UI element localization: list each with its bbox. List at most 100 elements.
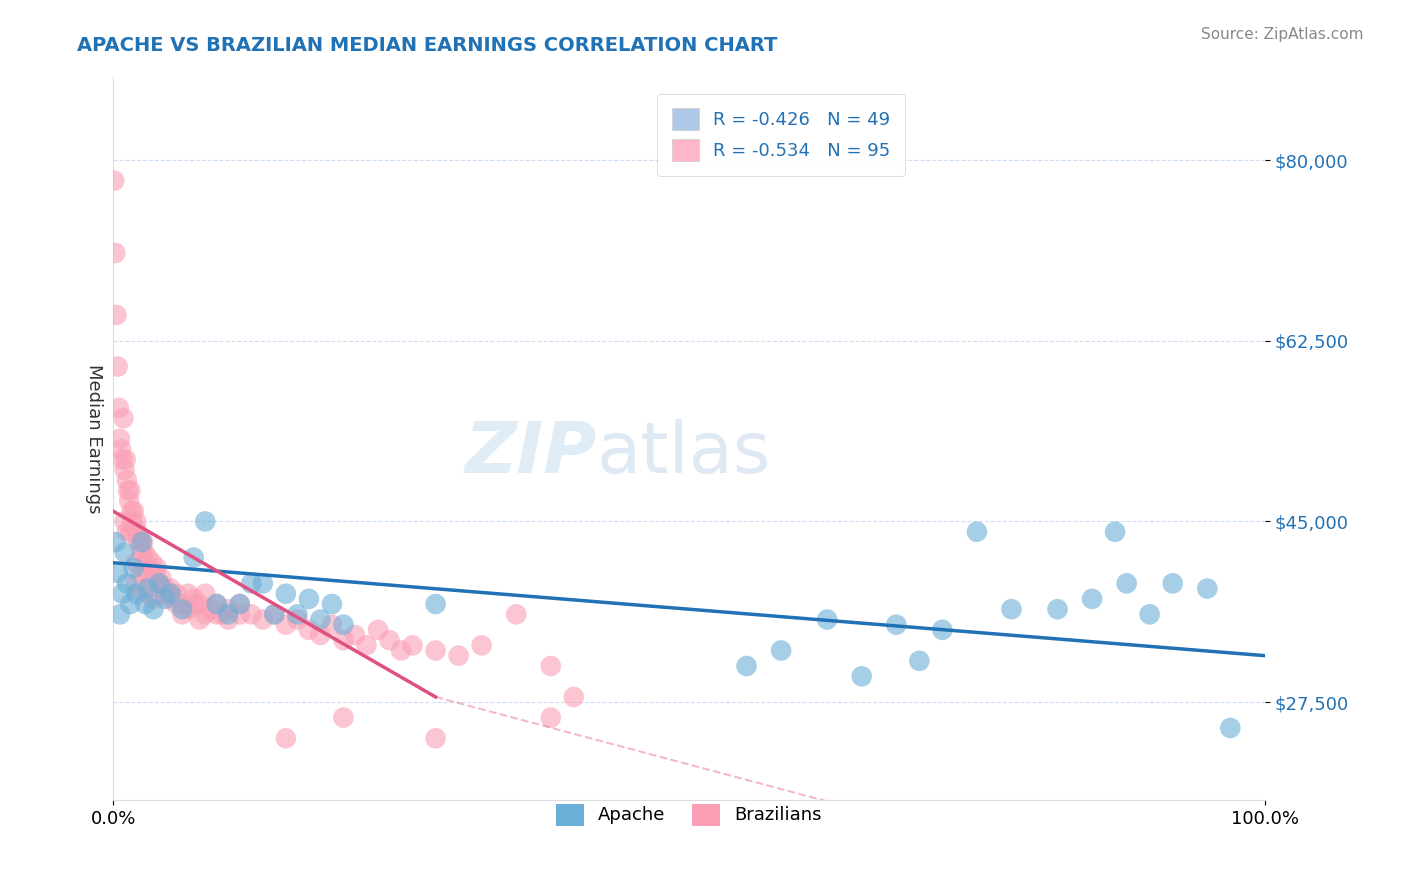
Point	[136, 550, 159, 565]
Point	[127, 535, 149, 549]
Point	[229, 607, 252, 622]
Text: atlas: atlas	[596, 418, 772, 488]
Point	[141, 556, 163, 570]
Point	[105, 308, 128, 322]
Point	[125, 556, 148, 570]
Point	[562, 690, 585, 704]
Point	[127, 524, 149, 539]
Point	[125, 515, 148, 529]
Point	[124, 524, 146, 539]
Point	[131, 566, 153, 580]
Point	[931, 623, 953, 637]
Point	[172, 607, 194, 622]
Point	[1046, 602, 1069, 616]
Point	[165, 597, 187, 611]
Point	[309, 628, 332, 642]
Point	[114, 463, 136, 477]
Point	[205, 607, 228, 622]
Text: ZIP: ZIP	[464, 418, 596, 488]
Point	[110, 442, 132, 457]
Point	[298, 591, 321, 606]
Point	[159, 591, 181, 606]
Point	[134, 597, 156, 611]
Point	[389, 643, 412, 657]
Point	[112, 411, 135, 425]
Point	[128, 530, 150, 544]
Point	[285, 607, 308, 622]
Point	[200, 602, 222, 616]
Point	[107, 566, 129, 580]
Point	[172, 602, 194, 616]
Point	[103, 174, 125, 188]
Point	[229, 597, 252, 611]
Point	[229, 597, 252, 611]
Point	[134, 556, 156, 570]
Point	[107, 359, 129, 374]
Point	[114, 545, 136, 559]
Point	[263, 607, 285, 622]
Point	[111, 587, 134, 601]
Point	[114, 515, 136, 529]
Point	[425, 643, 447, 657]
Text: Source: ZipAtlas.com: Source: ZipAtlas.com	[1201, 27, 1364, 42]
Point	[115, 524, 138, 539]
Point	[425, 597, 447, 611]
Point	[122, 561, 145, 575]
Point	[183, 591, 205, 606]
Point	[367, 623, 389, 637]
Point	[332, 617, 354, 632]
Point	[148, 576, 170, 591]
Point	[298, 623, 321, 637]
Point	[540, 659, 562, 673]
Point	[121, 504, 143, 518]
Point	[815, 613, 838, 627]
Point	[205, 597, 228, 611]
Point	[108, 607, 131, 622]
Point	[148, 576, 170, 591]
Point	[120, 524, 142, 539]
Point	[120, 483, 142, 498]
Point	[159, 582, 181, 596]
Point	[115, 473, 138, 487]
Text: APACHE VS BRAZILIAN MEDIAN EARNINGS CORRELATION CHART: APACHE VS BRAZILIAN MEDIAN EARNINGS CORR…	[77, 36, 778, 54]
Point	[157, 587, 180, 601]
Point	[1161, 576, 1184, 591]
Point	[153, 587, 176, 601]
Point	[1219, 721, 1241, 735]
Point	[131, 582, 153, 596]
Point	[104, 246, 127, 260]
Point	[332, 711, 354, 725]
Point	[966, 524, 988, 539]
Point	[274, 617, 297, 632]
Point	[121, 515, 143, 529]
Point	[309, 613, 332, 627]
Point	[194, 587, 217, 601]
Point	[188, 613, 211, 627]
Point	[1139, 607, 1161, 622]
Point	[125, 576, 148, 591]
Point	[159, 587, 181, 601]
Point	[129, 535, 152, 549]
Point	[332, 633, 354, 648]
Point	[108, 401, 131, 415]
Point	[540, 711, 562, 725]
Point	[125, 587, 148, 601]
Point	[122, 504, 145, 518]
Point	[142, 602, 165, 616]
Point	[177, 587, 200, 601]
Point	[150, 571, 173, 585]
Point	[143, 566, 166, 580]
Point	[471, 638, 494, 652]
Point	[1104, 524, 1126, 539]
Point	[183, 597, 205, 611]
Point	[136, 582, 159, 596]
Point	[285, 613, 308, 627]
Point	[131, 535, 153, 549]
Point	[217, 602, 239, 616]
Point	[401, 638, 423, 652]
Point	[111, 452, 134, 467]
Y-axis label: Median Earnings: Median Earnings	[86, 364, 103, 514]
Point	[120, 597, 142, 611]
Point	[252, 613, 274, 627]
Point	[851, 669, 873, 683]
